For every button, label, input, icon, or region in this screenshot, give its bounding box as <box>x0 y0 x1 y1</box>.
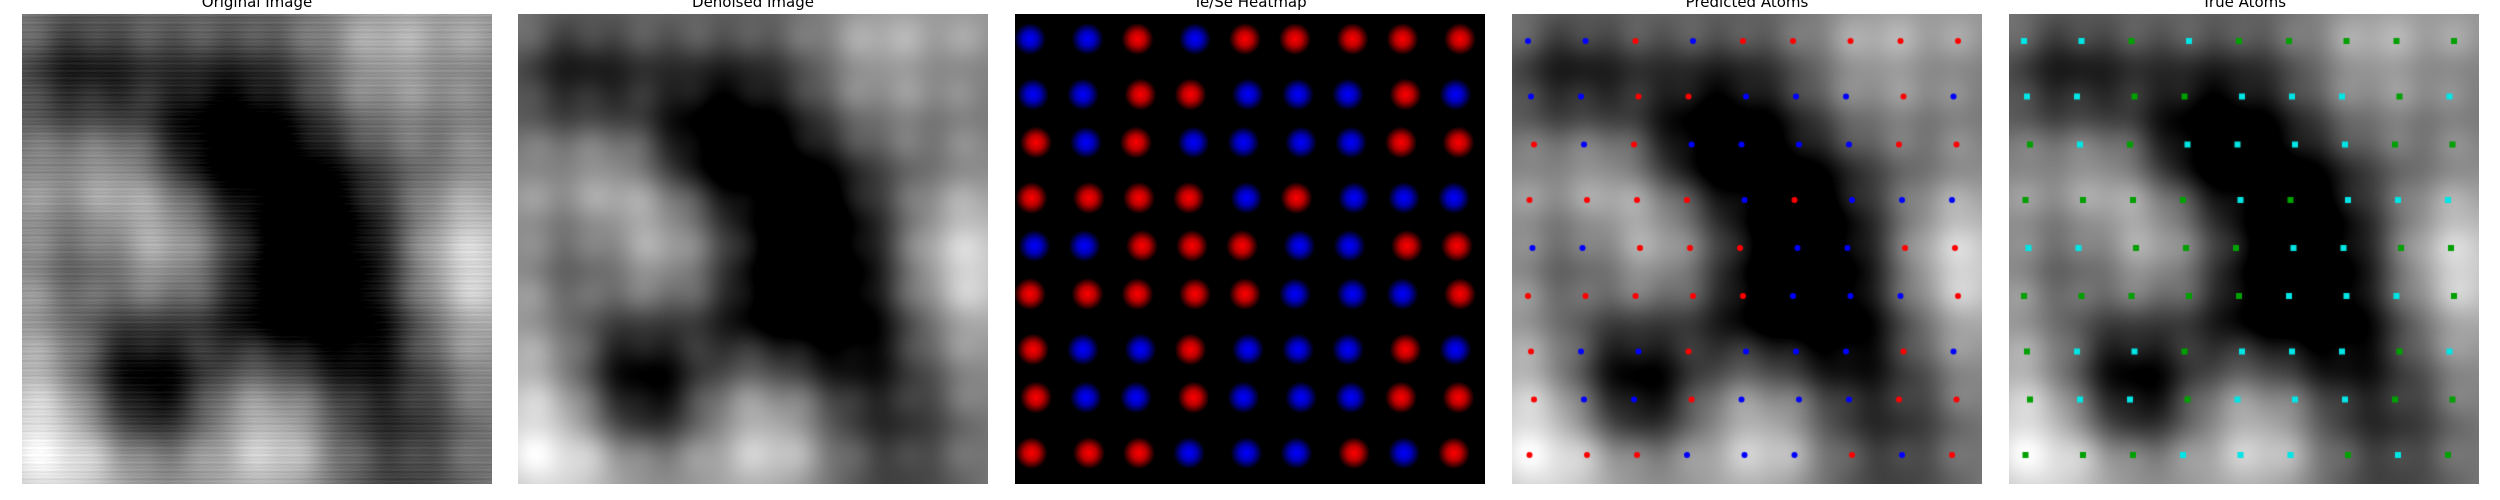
panel-true-atoms: True Atoms <box>2009 0 2479 484</box>
panel-original-image: Original Image <box>22 0 492 484</box>
panel-title-heatmap: Te/Se Heatmap <box>1193 0 1307 11</box>
te-se-heatmap <box>1015 14 1485 484</box>
panel-title-denoised: Denoised Image <box>692 0 814 11</box>
panel-title-original: Original Image <box>201 0 313 11</box>
predicted-atoms-image <box>1512 14 1982 484</box>
panel-title-true: True Atoms <box>2201 0 2287 11</box>
panel-denoised-image: Denoised Image <box>518 0 988 484</box>
panel-predicted-atoms: Predicted Atoms <box>1512 0 1982 484</box>
panel-heatmap: Te/Se Heatmap <box>1015 0 1485 484</box>
original-image <box>22 14 492 484</box>
panel-title-predicted: Predicted Atoms <box>1685 0 1809 11</box>
denoised-image <box>518 14 988 484</box>
true-atoms-image <box>2009 14 2479 484</box>
